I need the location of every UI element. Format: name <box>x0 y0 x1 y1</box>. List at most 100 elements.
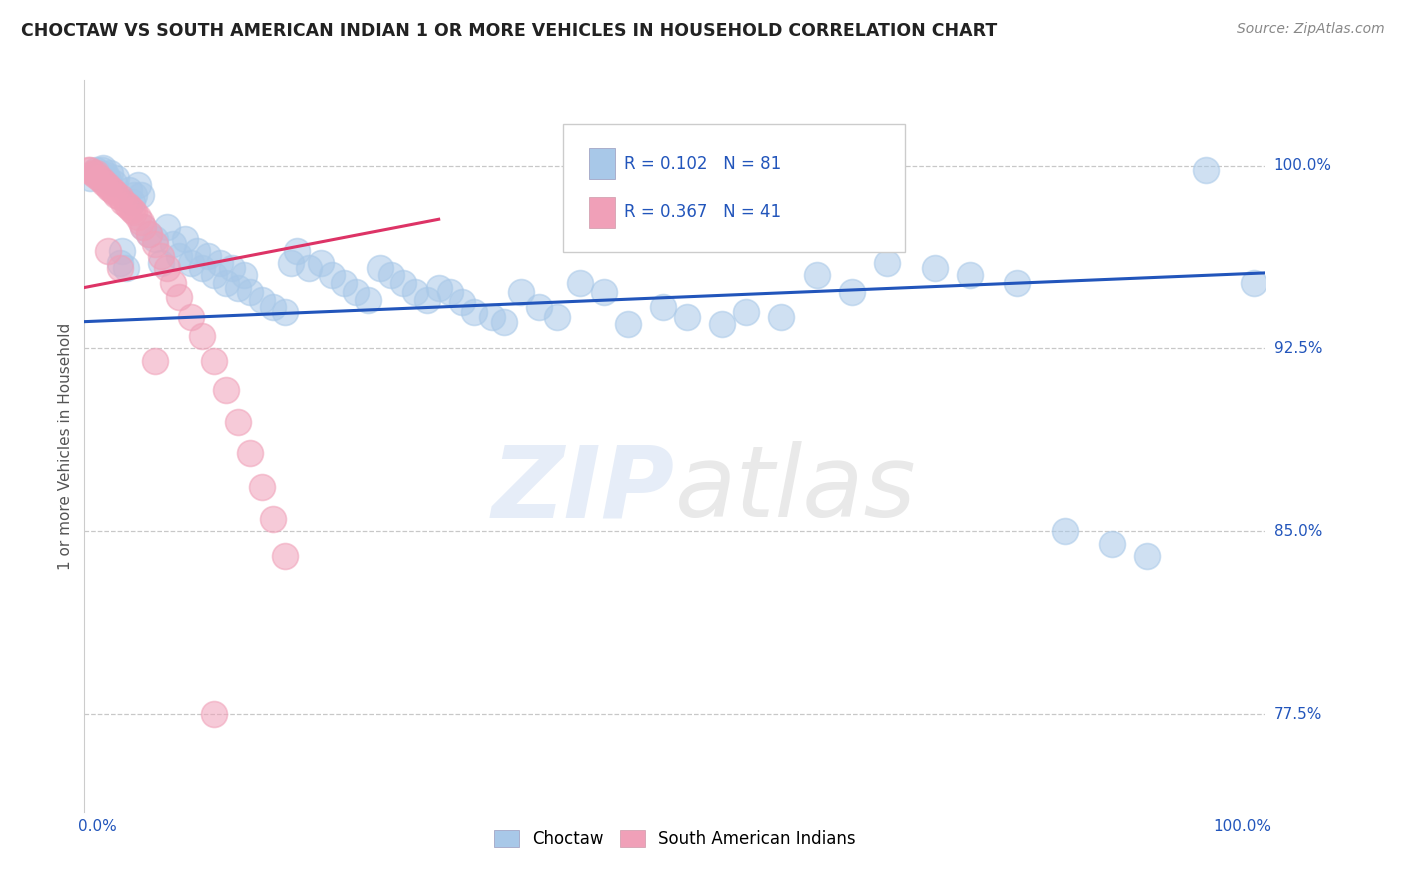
Point <box>309 256 332 270</box>
Point <box>127 178 149 193</box>
Point <box>162 236 184 251</box>
Point <box>1243 276 1265 290</box>
Point <box>510 285 533 300</box>
Point <box>734 305 756 319</box>
Point <box>239 285 262 300</box>
Point <box>250 480 273 494</box>
Point <box>924 260 946 275</box>
Point <box>79 170 101 185</box>
Point <box>197 249 219 263</box>
Point <box>93 176 115 190</box>
Point <box>492 315 515 329</box>
Point <box>209 256 232 270</box>
Point <box>202 353 225 368</box>
Point <box>298 260 321 275</box>
Point <box>108 256 131 270</box>
Point <box>1136 549 1159 563</box>
Point <box>285 244 308 258</box>
Point <box>180 310 202 324</box>
Point <box>98 180 121 194</box>
Point <box>239 446 262 460</box>
Point <box>262 512 284 526</box>
Point <box>226 415 249 429</box>
Point <box>87 166 110 180</box>
Point <box>118 183 141 197</box>
Text: Source: ZipAtlas.com: Source: ZipAtlas.com <box>1237 22 1385 37</box>
Point <box>368 260 391 275</box>
Point <box>122 205 145 219</box>
Point <box>91 173 114 187</box>
Point <box>439 285 461 300</box>
Point <box>103 186 125 200</box>
FancyBboxPatch shape <box>562 124 905 252</box>
Text: 85.0%: 85.0% <box>1274 524 1322 539</box>
Point <box>221 260 243 275</box>
Point <box>427 280 450 294</box>
Point <box>84 169 107 183</box>
Point <box>103 176 125 190</box>
Point <box>122 187 145 202</box>
Point <box>97 244 120 258</box>
Point <box>112 195 135 210</box>
Text: R = 0.367   N = 41: R = 0.367 N = 41 <box>624 203 782 221</box>
Y-axis label: 1 or more Vehicles in Household: 1 or more Vehicles in Household <box>58 322 73 570</box>
Point <box>404 285 426 300</box>
Point <box>202 268 225 283</box>
Bar <box>589 197 614 227</box>
Point <box>546 310 568 324</box>
Point <box>380 268 402 283</box>
Point <box>333 276 356 290</box>
Point <box>79 163 101 178</box>
Point <box>876 256 898 270</box>
Point <box>105 170 128 185</box>
Point <box>186 244 208 258</box>
Text: atlas: atlas <box>675 442 917 539</box>
Point <box>344 285 367 300</box>
Point <box>173 232 195 246</box>
Point <box>711 317 734 331</box>
Point <box>841 285 863 300</box>
Point <box>167 290 190 304</box>
Point <box>451 295 474 310</box>
Point <box>321 268 343 283</box>
Point <box>167 249 190 263</box>
Point <box>91 161 114 175</box>
Point <box>98 166 121 180</box>
Point <box>118 200 141 214</box>
Point <box>226 280 249 294</box>
Point <box>262 300 284 314</box>
Point <box>129 187 152 202</box>
Text: 100.0%: 100.0% <box>1213 819 1271 834</box>
Point <box>127 210 149 224</box>
Text: CHOCTAW VS SOUTH AMERICAN INDIAN 1 OR MORE VEHICLES IN HOUSEHOLD CORRELATION CHA: CHOCTAW VS SOUTH AMERICAN INDIAN 1 OR MO… <box>21 22 997 40</box>
Point <box>114 260 136 275</box>
Point <box>191 260 214 275</box>
Text: R = 0.102   N = 81: R = 0.102 N = 81 <box>624 154 782 173</box>
Point <box>1195 163 1218 178</box>
Point <box>1007 276 1029 290</box>
Point <box>156 260 179 275</box>
Point <box>121 202 143 217</box>
Bar <box>589 148 614 179</box>
Point <box>1101 536 1123 550</box>
Point <box>250 293 273 307</box>
Point <box>111 244 134 258</box>
Point <box>416 293 439 307</box>
Point <box>150 256 173 270</box>
Point <box>232 268 254 283</box>
Point <box>138 227 160 241</box>
Point <box>806 268 828 283</box>
Point <box>105 187 128 202</box>
Point <box>84 166 107 180</box>
Point <box>357 293 380 307</box>
Point <box>527 300 550 314</box>
Point <box>96 178 118 193</box>
Point <box>121 195 143 210</box>
Point <box>108 260 131 275</box>
Point <box>392 276 415 290</box>
Point <box>215 276 238 290</box>
Point <box>100 183 122 197</box>
Point <box>180 256 202 270</box>
Point <box>162 276 184 290</box>
Point <box>274 549 297 563</box>
